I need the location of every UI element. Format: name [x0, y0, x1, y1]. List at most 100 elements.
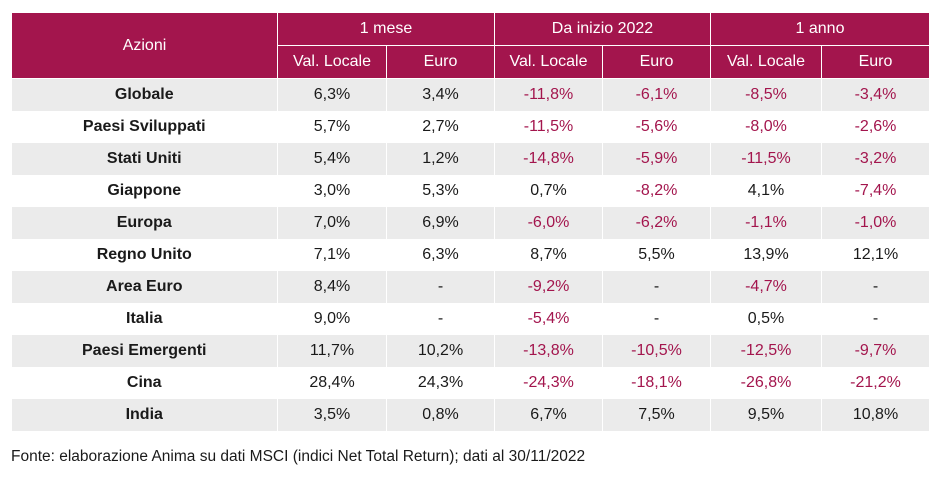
value-cell: 11,7%: [277, 335, 387, 367]
value-cell: -: [386, 271, 495, 303]
value-cell: -11,8%: [494, 78, 603, 111]
table-row: Area Euro 8,4% - -9,2% - -4,7% -: [11, 271, 930, 303]
group-header-da-inizio-2022: Da inizio 2022: [494, 12, 711, 46]
value-cell: -13,8%: [494, 335, 603, 367]
value-cell: 6,9%: [386, 207, 495, 239]
row-label: Giappone: [11, 175, 278, 207]
value-cell: -12,5%: [710, 335, 822, 367]
returns-table-container: Azioni 1 mese Da inizio 2022 1 anno Val.…: [11, 12, 930, 431]
value-cell: 24,3%: [386, 367, 495, 399]
value-cell: -: [821, 303, 930, 335]
value-cell: 13,9%: [710, 239, 822, 271]
value-cell: -4,7%: [710, 271, 822, 303]
value-cell: -14,8%: [494, 143, 603, 175]
value-cell: -18,1%: [602, 367, 711, 399]
value-cell: 5,3%: [386, 175, 495, 207]
source-note: Fonte: elaborazione Anima su dati MSCI (…: [11, 448, 586, 465]
table-row: Giappone 3,0% 5,3% 0,7% -8,2% 4,1% -7,4%: [11, 175, 930, 207]
value-cell: -6,0%: [494, 207, 603, 239]
subheader-val-locale: Val. Locale: [277, 45, 387, 79]
row-label: Stati Uniti: [11, 143, 278, 175]
table-row: India 3,5% 0,8% 6,7% 7,5% 9,5% 10,8%: [11, 399, 930, 431]
value-cell: 5,4%: [277, 143, 387, 175]
table-row: Globale 6,3% 3,4% -11,8% -6,1% -8,5% -3,4%: [11, 78, 930, 111]
value-cell: 3,0%: [277, 175, 387, 207]
value-cell: -26,8%: [710, 367, 822, 399]
value-cell: 6,3%: [277, 78, 387, 111]
value-cell: 0,7%: [494, 175, 603, 207]
value-cell: -: [602, 271, 711, 303]
value-cell: 3,5%: [277, 399, 387, 431]
row-label: Area Euro: [11, 271, 278, 303]
value-cell: 1,2%: [386, 143, 495, 175]
value-cell: -9,7%: [821, 335, 930, 367]
row-label: India: [11, 399, 278, 431]
row-label: Italia: [11, 303, 278, 335]
value-cell: -5,9%: [602, 143, 711, 175]
value-cell: -6,2%: [602, 207, 711, 239]
subheader-val-locale: Val. Locale: [494, 45, 603, 79]
table-row: Regno Unito 7,1% 6,3% 8,7% 5,5% 13,9% 12,1%: [11, 239, 930, 271]
table-row: Cina 28,4% 24,3% -24,3% -18,1% -26,8% -21,2%: [11, 367, 930, 399]
row-label: Paesi Sviluppati: [11, 111, 278, 143]
value-cell: -21,2%: [821, 367, 930, 399]
value-cell: 28,4%: [277, 367, 387, 399]
value-cell: -: [386, 303, 495, 335]
value-cell: 7,0%: [277, 207, 387, 239]
table-row: Paesi Emergenti 11,7% 10,2% -13,8% -10,5% -12…: [11, 335, 930, 367]
value-cell: -1,0%: [821, 207, 930, 239]
corner-header: Azioni: [11, 12, 278, 79]
row-label: Paesi Emergenti: [11, 335, 278, 367]
value-cell: -11,5%: [710, 143, 822, 175]
value-cell: 5,5%: [602, 239, 711, 271]
value-cell: 6,3%: [386, 239, 495, 271]
group-header-1-mese: 1 mese: [277, 12, 495, 46]
value-cell: 4,1%: [710, 175, 822, 207]
value-cell: -3,4%: [821, 78, 930, 111]
value-cell: -8,0%: [710, 111, 822, 143]
value-cell: 9,5%: [710, 399, 822, 431]
value-cell: 10,8%: [821, 399, 930, 431]
table-row: Italia 9,0% - -5,4% -0,5% -: [11, 303, 930, 335]
value-cell: 8,4%: [277, 271, 387, 303]
table-row: Paesi Sviluppati 5,7% 2,7% -11,5% -5,6% -8,0%…: [11, 111, 930, 143]
value-cell: 0,5%: [710, 303, 822, 335]
value-cell: -: [602, 303, 711, 335]
group-header-1-anno: 1 anno: [710, 12, 930, 46]
row-label: Globale: [11, 78, 278, 111]
table-row: Europa 7,0% 6,9% -6,0% -6,2% -1,1% -1,0%: [11, 207, 930, 239]
value-cell: -5,4%: [494, 303, 603, 335]
row-label: Europa: [11, 207, 278, 239]
value-cell: -1,1%: [710, 207, 822, 239]
value-cell: 5,7%: [277, 111, 387, 143]
value-cell: 0,8%: [386, 399, 495, 431]
value-cell: -: [821, 271, 930, 303]
value-cell: -3,2%: [821, 143, 930, 175]
value-cell: -8,5%: [710, 78, 822, 111]
returns-table: Azioni 1 mese Da inizio 2022 1 anno Val.…: [11, 12, 930, 431]
value-cell: 12,1%: [821, 239, 930, 271]
value-cell: 2,7%: [386, 111, 495, 143]
table-body: Globale 6,3% 3,4% -11,8% -6,1% -8,5% -3,4% Paes…: [11, 78, 930, 431]
value-cell: 7,1%: [277, 239, 387, 271]
value-cell: -6,1%: [602, 78, 711, 111]
value-cell: 7,5%: [602, 399, 711, 431]
value-cell: -8,2%: [602, 175, 711, 207]
value-cell: 10,2%: [386, 335, 495, 367]
value-cell: 6,7%: [494, 399, 603, 431]
subheader-euro: Euro: [602, 45, 711, 79]
value-cell: -9,2%: [494, 271, 603, 303]
row-label: Regno Unito: [11, 239, 278, 271]
value-cell: -7,4%: [821, 175, 930, 207]
value-cell: -11,5%: [494, 111, 603, 143]
subheader-euro: Euro: [386, 45, 495, 79]
subheader-euro: Euro: [821, 45, 930, 79]
value-cell: -24,3%: [494, 367, 603, 399]
value-cell: 9,0%: [277, 303, 387, 335]
value-cell: -10,5%: [602, 335, 711, 367]
value-cell: -2,6%: [821, 111, 930, 143]
value-cell: 8,7%: [494, 239, 603, 271]
value-cell: 3,4%: [386, 78, 495, 111]
table-row: Stati Uniti 5,4% 1,2% -14,8% -5,9% -11,5% -3,2…: [11, 143, 930, 175]
row-label: Cina: [11, 367, 278, 399]
